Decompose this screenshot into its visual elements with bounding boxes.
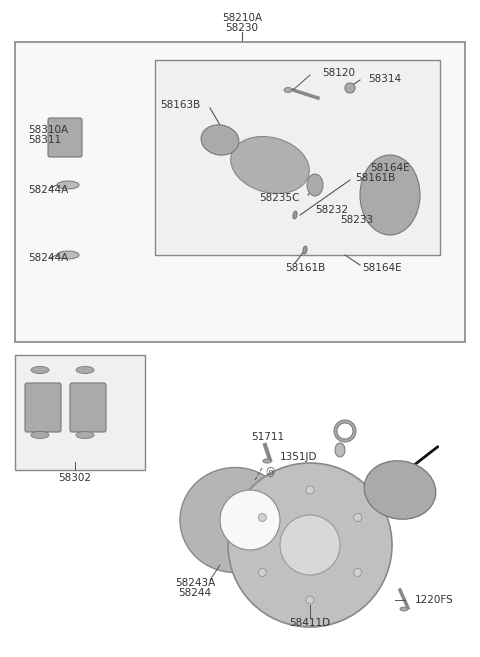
Ellipse shape	[263, 459, 271, 463]
Ellipse shape	[360, 155, 420, 235]
Circle shape	[306, 596, 314, 604]
Text: 58310A: 58310A	[28, 125, 68, 135]
Text: 58244A: 58244A	[28, 185, 68, 195]
Bar	[15, 42, 465, 342]
Circle shape	[220, 490, 280, 550]
Ellipse shape	[284, 87, 292, 93]
Text: 58161B: 58161B	[285, 263, 325, 273]
Text: 58163B: 58163B	[160, 100, 200, 110]
Ellipse shape	[57, 181, 79, 189]
Circle shape	[258, 568, 266, 576]
Circle shape	[345, 83, 355, 93]
Ellipse shape	[303, 246, 307, 254]
Ellipse shape	[307, 174, 323, 196]
Circle shape	[354, 568, 361, 576]
Text: 58232: 58232	[315, 205, 348, 215]
Text: @: @	[265, 467, 275, 477]
Text: 51711: 51711	[252, 432, 285, 442]
Text: 1351JD: 1351JD	[280, 452, 317, 462]
Text: 58120: 58120	[322, 68, 355, 78]
Ellipse shape	[335, 443, 345, 457]
Text: 58164E: 58164E	[370, 163, 409, 173]
Text: 58210A: 58210A	[222, 13, 262, 23]
Text: 58311: 58311	[28, 135, 61, 145]
Ellipse shape	[364, 461, 436, 519]
Text: 58243A: 58243A	[175, 578, 215, 588]
Text: 1220FS: 1220FS	[415, 595, 454, 605]
Ellipse shape	[57, 251, 79, 259]
Ellipse shape	[293, 211, 297, 219]
Circle shape	[306, 486, 314, 494]
FancyBboxPatch shape	[70, 383, 106, 432]
Ellipse shape	[31, 367, 49, 373]
Ellipse shape	[31, 432, 49, 438]
Text: 58161B: 58161B	[355, 173, 395, 183]
Circle shape	[228, 463, 392, 627]
Text: 58235C: 58235C	[260, 193, 300, 203]
Circle shape	[280, 515, 340, 575]
FancyBboxPatch shape	[25, 383, 61, 432]
FancyBboxPatch shape	[48, 118, 82, 157]
Bar	[15, 355, 145, 470]
Text: 58302: 58302	[59, 473, 92, 483]
Text: 58164E: 58164E	[362, 263, 402, 273]
Text: 58314: 58314	[368, 74, 401, 84]
Ellipse shape	[231, 137, 309, 194]
Text: 58244A: 58244A	[28, 253, 68, 263]
Bar	[155, 60, 440, 255]
Circle shape	[354, 514, 361, 522]
Circle shape	[258, 514, 266, 522]
Text: 58244: 58244	[179, 588, 212, 598]
Ellipse shape	[400, 607, 408, 611]
Ellipse shape	[76, 432, 94, 438]
Text: 58233: 58233	[340, 215, 373, 225]
Ellipse shape	[76, 367, 94, 373]
Ellipse shape	[180, 468, 290, 572]
Text: 58230: 58230	[226, 23, 259, 33]
Text: 58411D: 58411D	[289, 618, 331, 628]
Ellipse shape	[201, 125, 239, 155]
